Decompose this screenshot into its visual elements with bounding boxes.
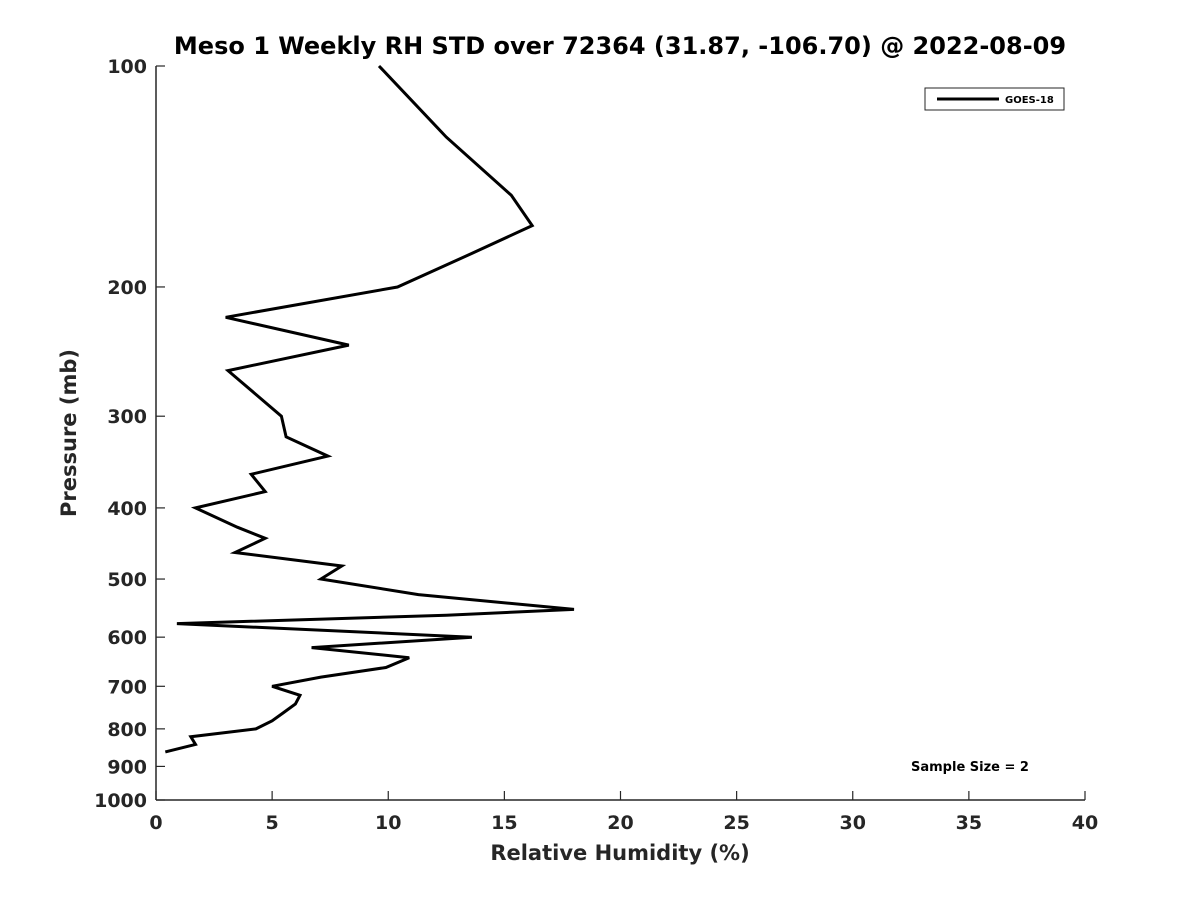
y-tick-label: 300 — [107, 406, 147, 428]
y-tick-label: 500 — [107, 569, 147, 591]
y-axis-label: Pressure (mb) — [57, 349, 81, 517]
chart-title: Meso 1 Weekly RH STD over 72364 (31.87, … — [174, 32, 1066, 60]
y-tick-label: 600 — [107, 627, 147, 649]
legend-label: GOES-18 — [1005, 95, 1054, 106]
y-tick-label: 800 — [107, 719, 147, 741]
x-tick-label: 25 — [723, 812, 749, 834]
y-tick-label: 400 — [107, 498, 147, 520]
y-tick-label: 1000 — [94, 790, 147, 812]
x-axis: 0 5 10 15 20 25 30 35 40 — [149, 791, 1098, 834]
legend: GOES-18 — [924, 87, 1065, 111]
x-tick-label: 35 — [956, 812, 982, 834]
x-tick-label: 30 — [840, 812, 866, 834]
y-tick-label: 200 — [107, 277, 147, 299]
y-tick-label: 100 — [107, 56, 147, 78]
series-group — [164, 64, 575, 754]
y-tick-label: 900 — [107, 756, 147, 778]
x-axis-label: Relative Humidity (%) — [490, 841, 749, 865]
x-tick-label: 5 — [266, 812, 279, 834]
plot-area — [155, 66, 1085, 801]
x-tick-label: 20 — [607, 812, 633, 834]
x-tick-label: 10 — [375, 812, 401, 834]
y-axis: 100 200 300 400 500 600 700 800 900 1000 — [94, 56, 165, 812]
x-tick-label: 15 — [491, 812, 517, 834]
x-tick-label: 40 — [1072, 812, 1098, 834]
x-tick-label: 0 — [149, 812, 162, 834]
series-line-goes-18 — [164, 64, 575, 754]
y-tick-label: 700 — [107, 676, 147, 698]
sample-size-annotation: Sample Size = 2 — [911, 760, 1029, 775]
